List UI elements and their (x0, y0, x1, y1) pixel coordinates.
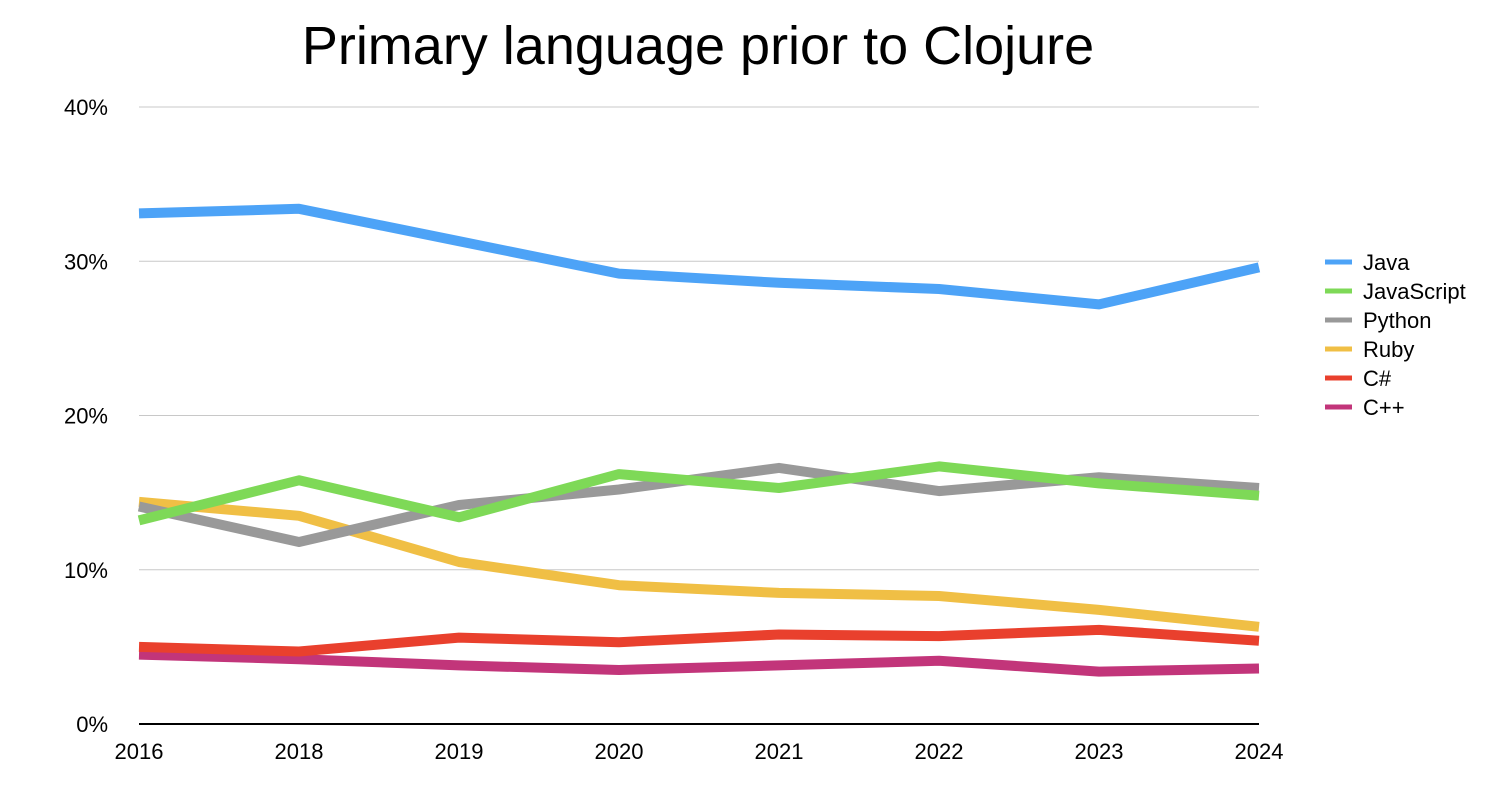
series-line-cplusplus (138, 649, 1260, 677)
y-tick-label: 30% (64, 249, 108, 274)
chart-title: Primary language prior to Clojure (302, 16, 1094, 76)
legend-label-ruby: Ruby (1363, 337, 1414, 362)
x-axis-tick-labels: 2016 2018 2019 2020 2021 2022 2023 2024 (115, 739, 1284, 764)
x-tick-label: 2023 (1075, 739, 1124, 764)
series-line-csharp (138, 624, 1260, 657)
x-tick-label: 2020 (595, 739, 644, 764)
series-line-javascript (137, 461, 1260, 526)
gridlines (139, 106, 1259, 571)
y-tick-label: 10% (64, 558, 108, 583)
x-tick-label: 2018 (275, 739, 324, 764)
x-tick-label: 2024 (1235, 739, 1284, 764)
legend-label-cplusplus: C++ (1363, 395, 1405, 420)
y-tick-label: 20% (64, 404, 108, 429)
x-tick-label: 2021 (755, 739, 804, 764)
x-tick-label: 2019 (435, 739, 484, 764)
legend-label-javascript: JavaScript (1363, 279, 1466, 304)
legend-label-csharp: C# (1363, 366, 1392, 391)
legend-label-python: Python (1363, 308, 1432, 333)
y-tick-label: 40% (64, 95, 108, 120)
series-lines (137, 203, 1261, 677)
legend: Java JavaScript Python Ruby C# C++ (1325, 250, 1466, 420)
x-tick-label: 2016 (115, 739, 164, 764)
series-line-ruby (138, 496, 1260, 632)
y-tick-label: 0% (76, 712, 108, 737)
legend-label-java: Java (1363, 250, 1410, 275)
y-axis-tick-labels: 0% 10% 20% 30% 40% (64, 95, 108, 737)
series-line-java (138, 203, 1261, 310)
x-tick-label: 2022 (915, 739, 964, 764)
